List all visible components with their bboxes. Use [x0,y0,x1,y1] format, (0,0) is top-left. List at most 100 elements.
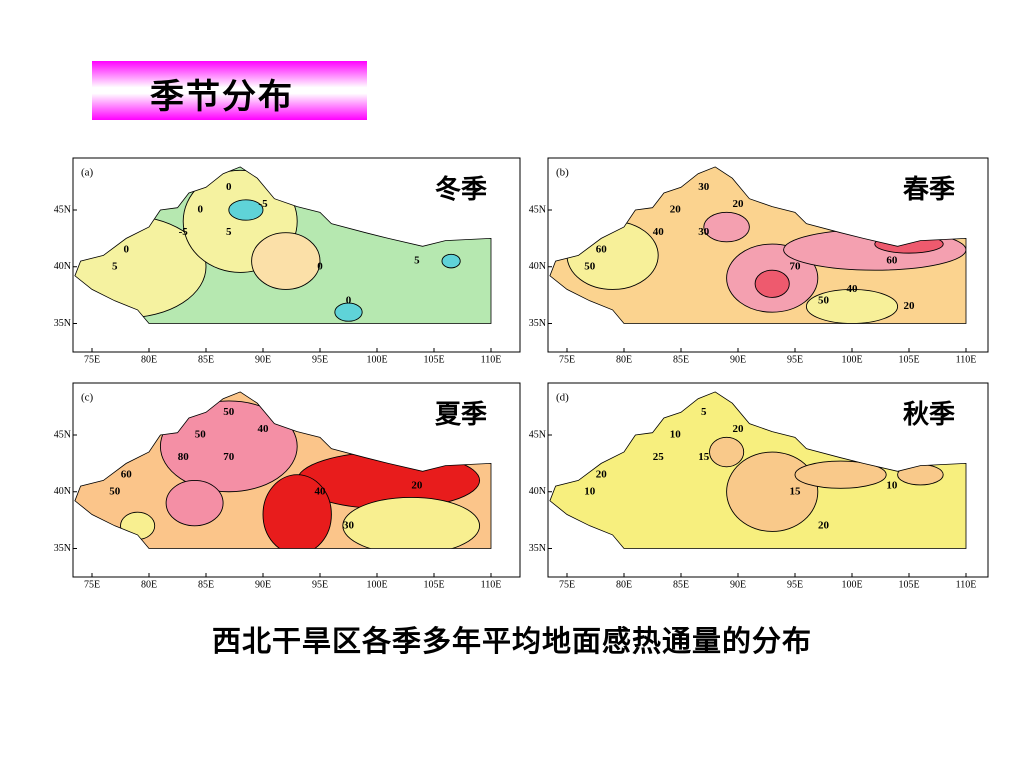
contour-label: 0 [346,294,352,306]
contour-label: 60 [596,243,608,255]
contour-zone [159,400,298,493]
lon-label: 110E [956,354,977,365]
contour-label: 20 [733,423,745,435]
lon-label: 80E [141,354,157,365]
contour-label: -5 [179,226,189,238]
lon-label: 90E [255,354,271,365]
contour-label: 40 [653,226,665,238]
lon-label: 105E [423,354,444,365]
contour-label: 0 [123,243,129,255]
lon-label: 110E [956,579,977,590]
lon-label: 75E [84,579,100,590]
lat-label: 40N [54,261,71,272]
lon-label: 95E [787,354,803,365]
contour-zone [805,289,899,324]
contour-label: 0 [317,260,323,272]
lat-label: 45N [529,429,546,440]
title-box: 季节分布 [92,61,367,120]
lon-label: 105E [898,354,919,365]
lat-label: 35N [529,543,546,554]
contour-zone [334,302,363,322]
contour-zone [228,199,264,221]
lon-label: 100E [366,354,387,365]
season-name: 夏季 [435,400,487,429]
lat-label: 35N [529,318,546,329]
lat-label: 40N [529,486,546,497]
lon-label: 110E [481,354,502,365]
contour-label: 20 [818,519,830,531]
contour-label: 5 [112,260,118,272]
panel-label: (d) [556,392,569,404]
contour-label: 20 [670,204,682,216]
contour-label: 30 [343,519,355,531]
contour-label: 20 [904,300,916,312]
lon-label: 90E [730,579,746,590]
region-outline [74,166,492,324]
lon-label: 85E [673,354,689,365]
contour-zone [165,479,224,527]
caption: 西北干旱区各季多年平均地面感热通量的分布 [212,626,813,658]
contour-label: 40 [315,485,327,497]
contour-label: 70 [223,451,235,463]
lon-label: 75E [559,354,575,365]
lon-label: 95E [312,579,328,590]
contour-zone [709,436,745,468]
contour-label: 80 [178,451,190,463]
lon-label: 100E [841,354,862,365]
contour-label: 50 [818,294,830,306]
season-name: 秋季 [903,400,955,429]
contour-zone [251,232,321,290]
lon-label: 80E [141,579,157,590]
contour-zone [342,496,481,549]
contour-label: 40 [847,283,859,295]
panel-label: (c) [81,392,94,404]
panel-label: (b) [556,167,569,179]
contour-label: 50 [584,260,596,272]
lon-label: 85E [198,579,214,590]
contour-zone [703,211,750,243]
contour-zone [262,474,332,549]
contour-label: 70 [790,260,802,272]
contour-label: 60 [886,255,898,267]
contour-label: 5 [414,255,420,267]
lat-label: 40N [529,261,546,272]
contour-zone [441,253,461,269]
contour-label: 15 [790,485,802,497]
lon-label: 95E [312,354,328,365]
lat-label: 35N [54,318,71,329]
contour-zone [754,269,790,298]
contour-label: 10 [670,429,682,441]
lon-label: 105E [423,579,444,590]
region-outline [549,166,967,324]
contour-label: 50 [195,429,207,441]
lat-label: 45N [54,204,71,215]
lon-label: 90E [255,579,271,590]
contour-label: 25 [653,451,665,463]
lon-label: 100E [841,579,862,590]
lon-label: 105E [898,579,919,590]
region-outline [74,391,492,549]
lon-label: 90E [730,354,746,365]
slide-title: 季节分布 [150,79,294,116]
lon-label: 75E [559,579,575,590]
season-name: 冬季 [435,175,487,204]
contour-label: 10 [886,480,898,492]
lon-label: 95E [787,579,803,590]
contour-label: 5 [226,226,232,238]
contour-zone [794,460,887,489]
contour-label: 50 [223,406,235,418]
lon-label: 100E [366,579,387,590]
contour-label: 10 [584,485,596,497]
lon-label: 85E [673,579,689,590]
contour-label: 60 [121,468,133,480]
region-outline [549,391,967,549]
contour-label: 0 [198,204,204,216]
lat-label: 35N [54,543,71,554]
lat-label: 45N [54,429,71,440]
